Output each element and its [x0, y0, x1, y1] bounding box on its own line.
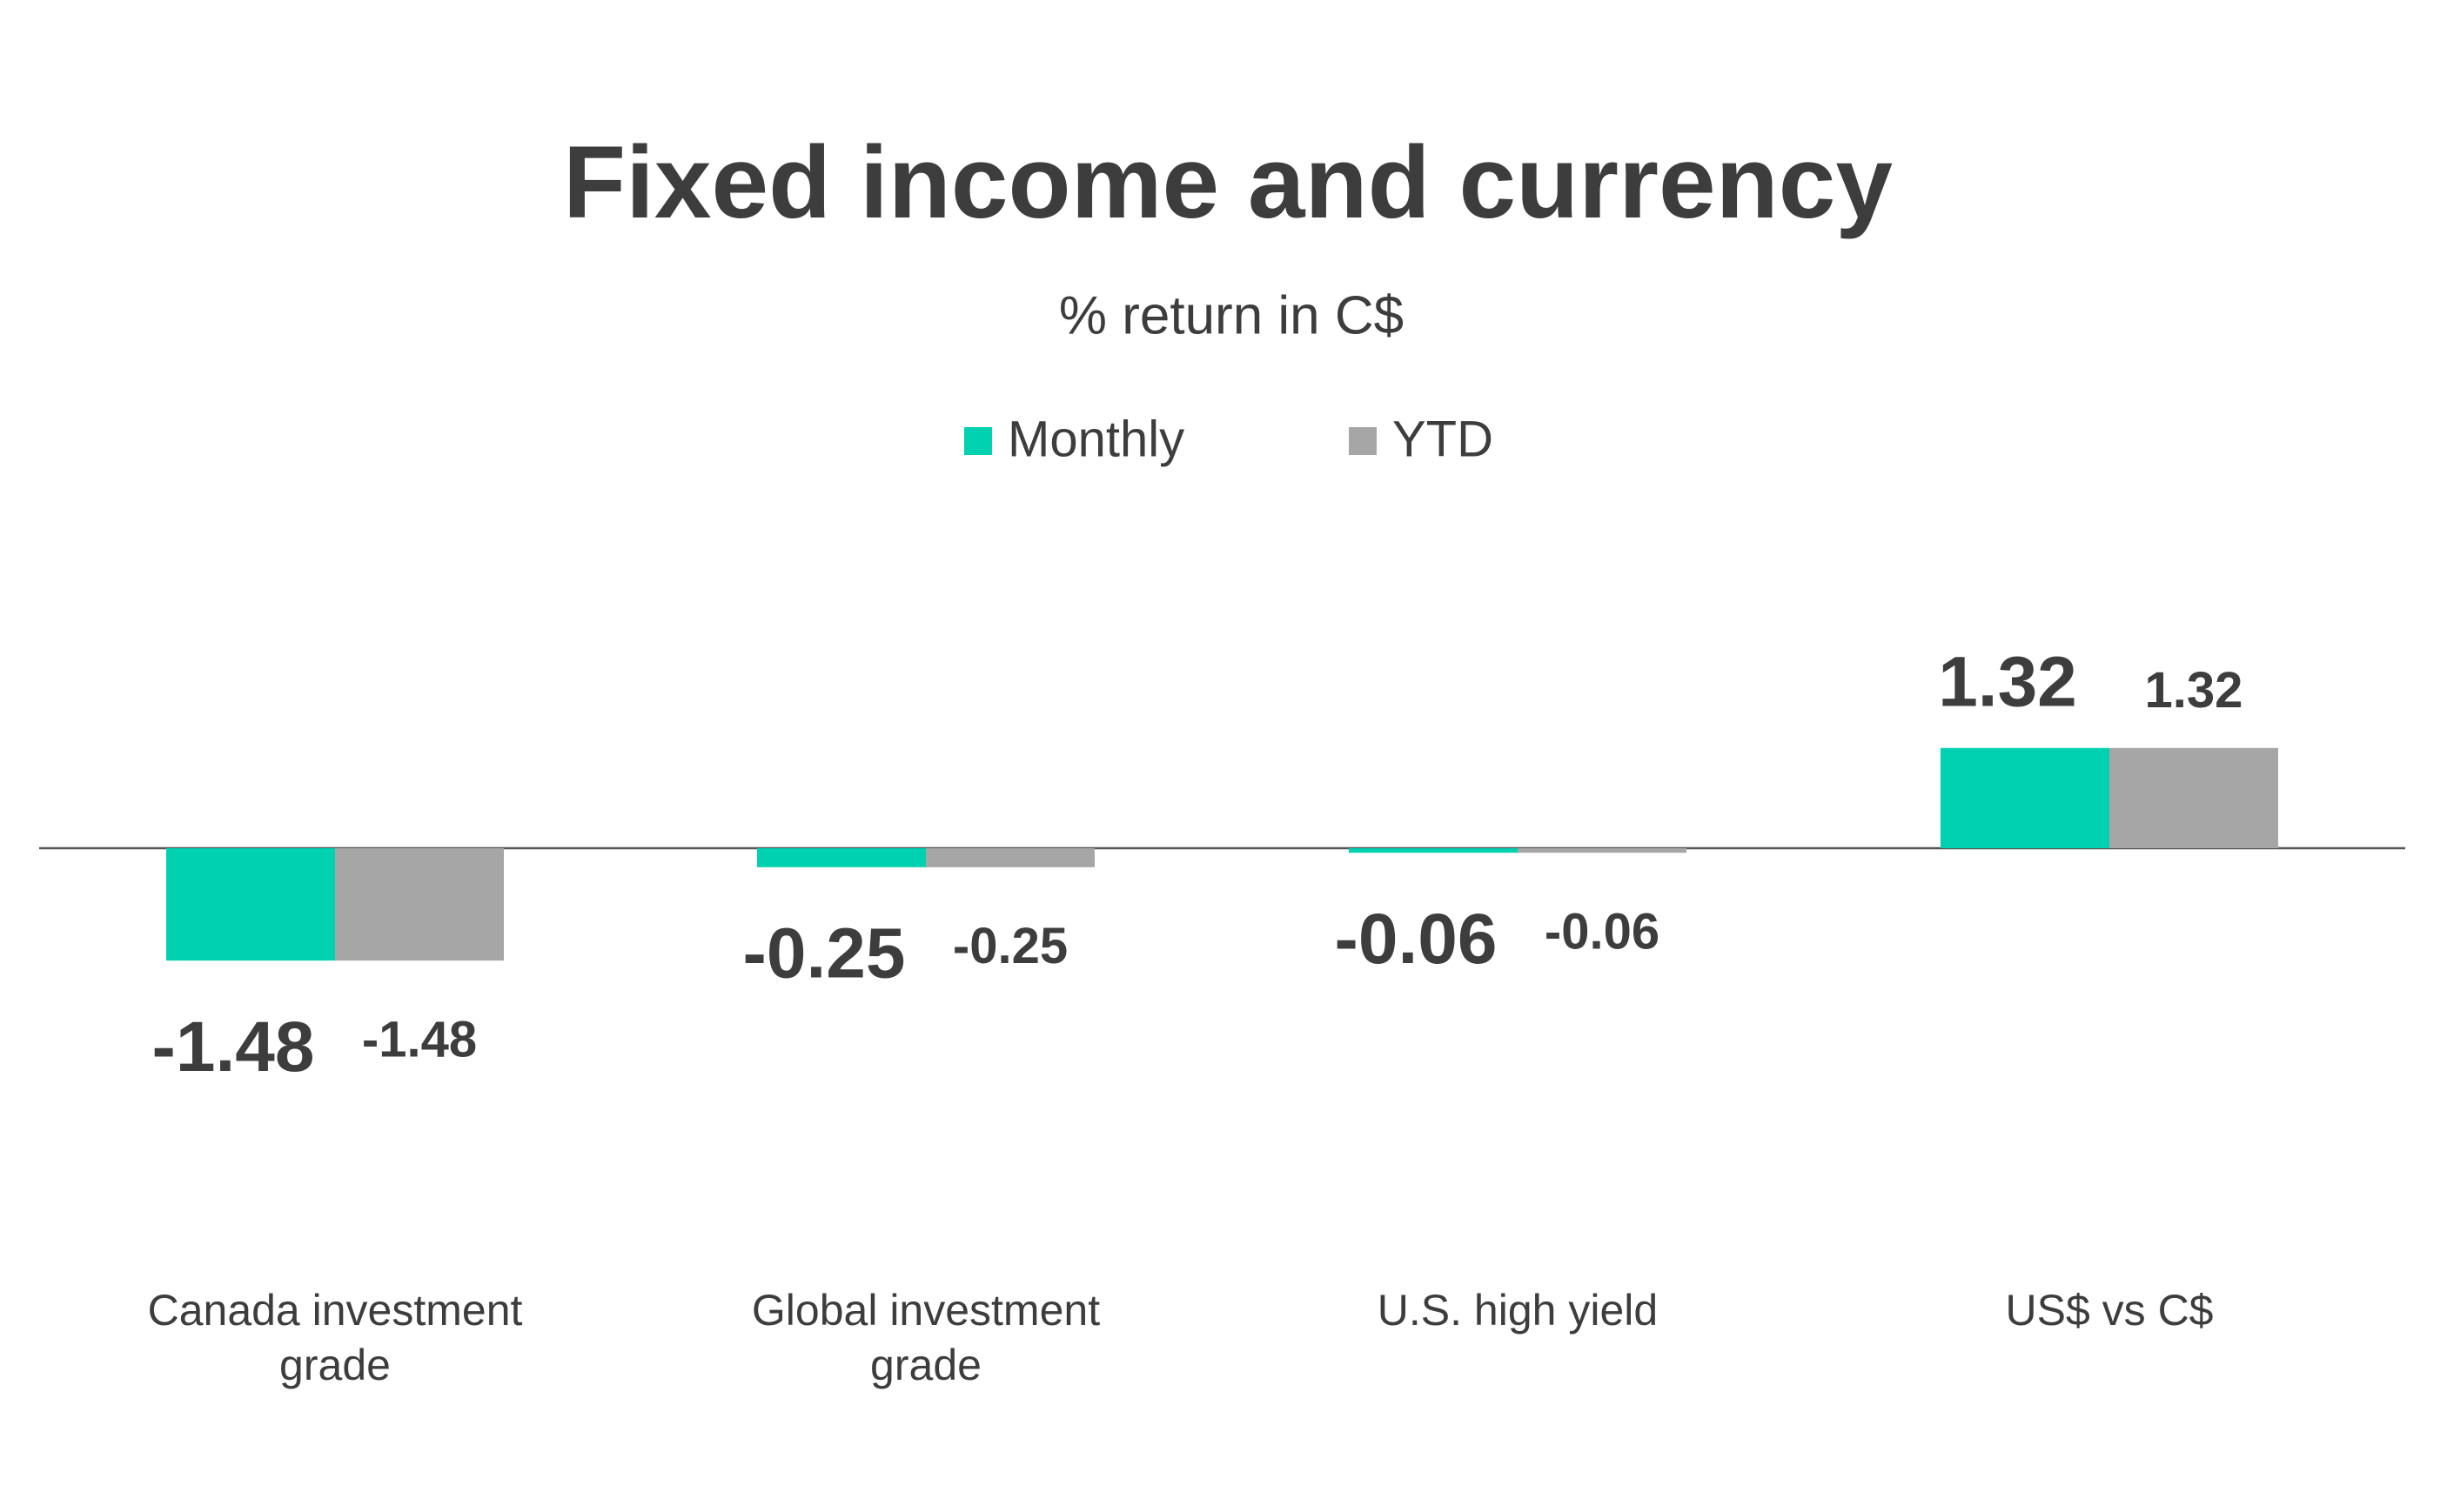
- value-label: -1.48: [362, 1012, 477, 1068]
- value-label: -0.06: [1335, 900, 1498, 979]
- bar: [166, 848, 335, 961]
- bar: [757, 848, 926, 867]
- x-tick-label: US$ vs C$: [2005, 1286, 2214, 1335]
- legend-swatch: [1349, 427, 1377, 455]
- value-label: -0.25: [743, 913, 906, 993]
- x-tick-label: Global investment grade: [751, 1286, 1101, 1389]
- bar: [1349, 848, 1518, 853]
- value-label: -0.25: [953, 918, 1068, 974]
- x-tick-label: Canada investment grade: [147, 1286, 523, 1389]
- value-label: 1.32: [1938, 642, 2077, 721]
- bar: [1518, 848, 1686, 853]
- value-label: -1.48: [152, 1007, 315, 1087]
- value-label: 1.32: [2145, 662, 2243, 719]
- legend-swatch: [964, 427, 992, 455]
- bar: [1941, 747, 2109, 848]
- value-label: -0.06: [1545, 904, 1659, 960]
- legend-label: Monthly: [1008, 411, 1184, 467]
- x-tick-label: U.S. high yield: [1377, 1286, 1659, 1335]
- chart-title: Fixed income and currency: [563, 125, 1893, 240]
- legend-label: YTD: [1392, 411, 1493, 467]
- chart-subtitle: % return in C$: [1059, 285, 1404, 345]
- bar: [335, 848, 504, 961]
- bar: [926, 848, 1095, 867]
- bar: [2109, 747, 2278, 848]
